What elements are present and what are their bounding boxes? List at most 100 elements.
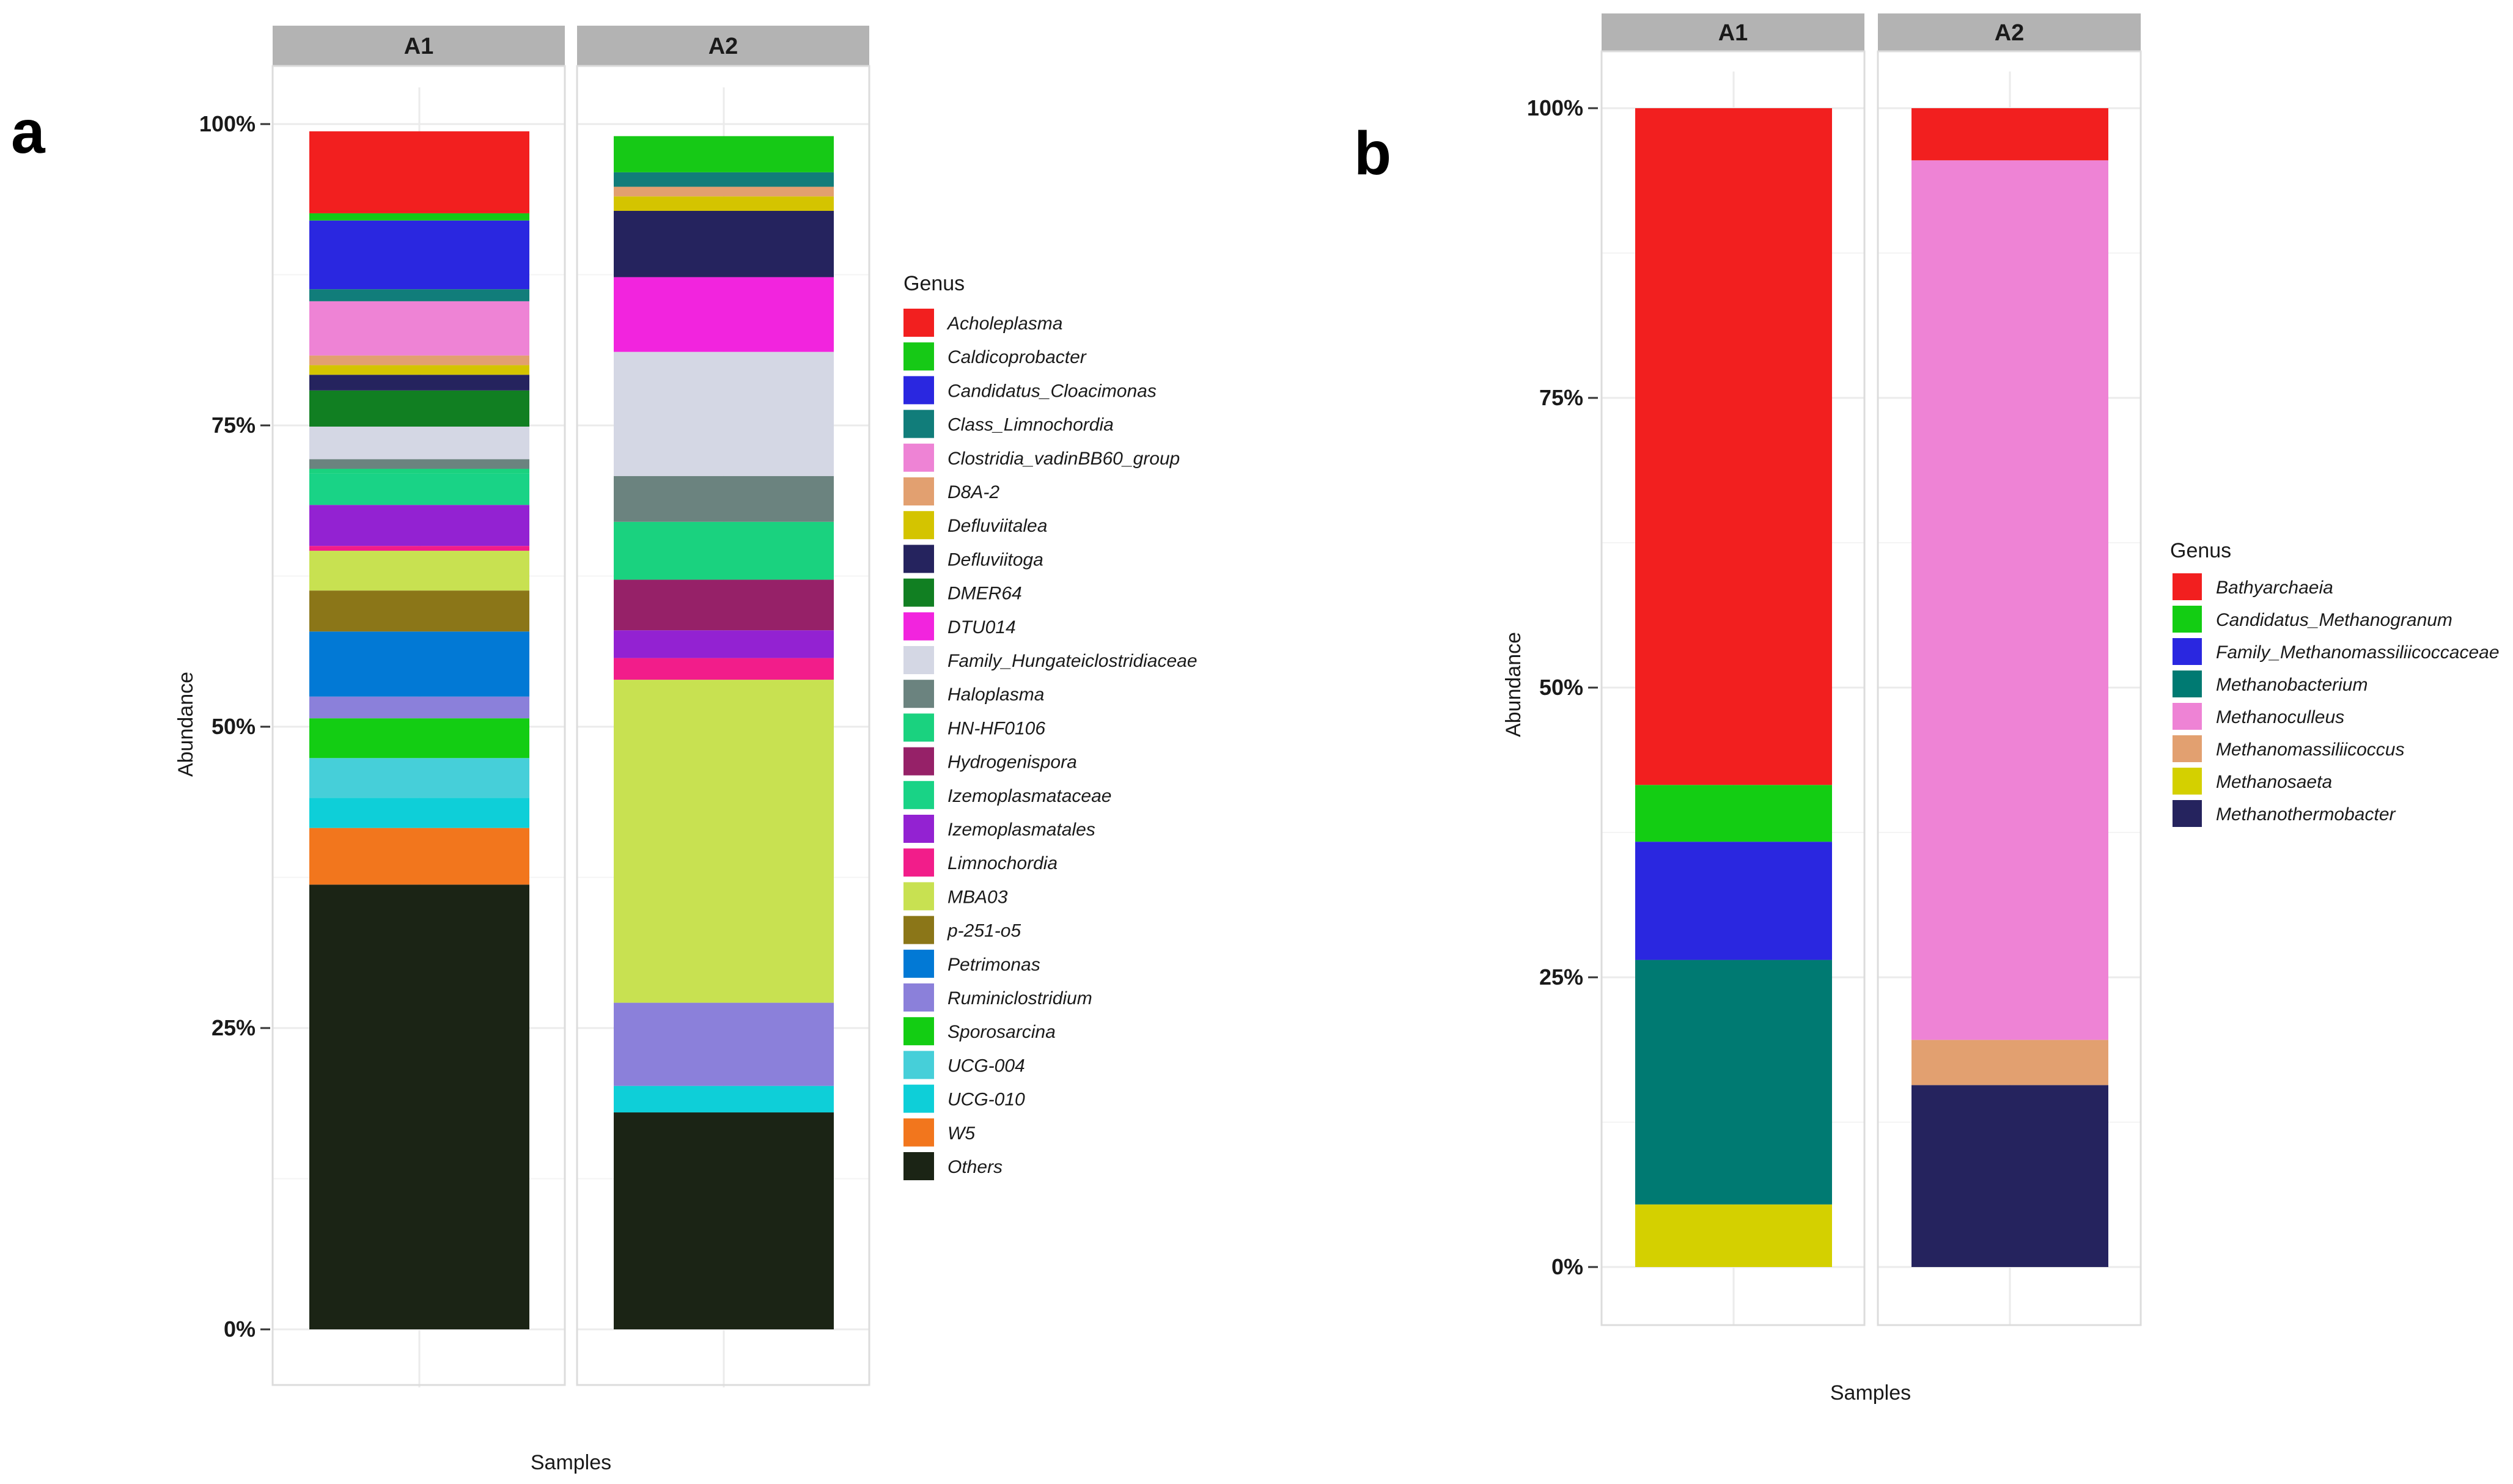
legend-label-ucg-010: UCG-010 xyxy=(947,1090,1025,1110)
bar-segment-a2-hn-hf0106 xyxy=(614,521,834,580)
legend-label-ucg-004: UCG-004 xyxy=(947,1056,1025,1076)
legend-swatch-petrimonas xyxy=(903,949,934,978)
legend-label-izemoplasmatales: Izemoplasmatales xyxy=(947,820,1095,840)
legend-label-petrimonas: Petrimonas xyxy=(947,955,1040,975)
legend-label-defluviitoga: Defluviitoga xyxy=(947,549,1043,570)
legend-swatch-clostridia-vadinbb60-group xyxy=(903,443,934,472)
panel-b-x-axis-title: Samples xyxy=(1830,1381,1911,1405)
facet-b-a1-frame xyxy=(1600,50,1866,1326)
legend-swatch-hydrogenispora xyxy=(903,747,934,776)
bar-segment-a1-methanobacterium xyxy=(1635,960,1832,1205)
bar-segment-a2-others xyxy=(614,1112,834,1329)
y-tick-label: 100% xyxy=(1527,95,1583,120)
bar-segment-a1-candidatus-cloacimonas xyxy=(309,220,529,290)
facet-a2-frame xyxy=(576,65,870,1386)
bar-segment-a1-ucg-010 xyxy=(309,798,529,828)
bar-segment-a2-limnochordia xyxy=(614,658,834,680)
legend-label-dtu014: DTU014 xyxy=(947,617,1016,637)
legend-swatch-family-hungateiclostridiaceae xyxy=(903,646,934,674)
strip-a1-background xyxy=(273,26,565,66)
bar-segment-a1-class-limnochordia xyxy=(309,289,529,301)
legend-swatch-ucg-004 xyxy=(903,1051,934,1079)
legend-label-clostridia-vadinbb60-group: Clostridia_vadinBB60_group xyxy=(947,449,1180,469)
panel-a: a A1 A2 0% 25% 50% 75% 100% Abundance Sample… xyxy=(11,26,1198,1474)
legend-swatch-class-limnochordia xyxy=(903,410,934,438)
legend-label-bathyarchaeia: Bathyarchaeia xyxy=(2216,578,2333,598)
bar-segment-a1-dmer64 xyxy=(309,390,529,427)
legend-label-methanosaeta: Methanosaeta xyxy=(2216,772,2332,792)
y-tick-label: 75% xyxy=(212,413,256,438)
y-tick-label: 0% xyxy=(1551,1254,1583,1279)
legend-swatch-caldicoprobacter xyxy=(903,342,934,371)
y-tick-label: 0% xyxy=(224,1317,256,1342)
bar-segment-a2-dtu014 xyxy=(614,277,834,352)
legend-swatch-defluviitalea xyxy=(903,511,934,540)
legend-swatch-w5 xyxy=(903,1118,934,1147)
legend-swatch-d8a-2 xyxy=(903,477,934,505)
bar-segment-a2-bathyarchaeia xyxy=(1911,108,2108,161)
legend-swatch-methanoculleus xyxy=(2173,703,2202,730)
legend-label-methanoculleus: Methanoculleus xyxy=(2216,707,2344,727)
legend-swatch-acholeplasma xyxy=(903,309,934,337)
y-tick-label: 50% xyxy=(212,714,256,739)
strip-a2-background xyxy=(577,26,869,66)
legend-label-methanobacterium: Methanobacterium xyxy=(2216,675,2368,695)
bar-segment-a1-candidatus-methanogranum xyxy=(1635,785,1832,842)
legend-label-methanothermobacter: Methanothermobacter xyxy=(2216,804,2396,825)
legend-label-limnochordia: Limnochordia xyxy=(947,853,1058,873)
legend-swatch-ucg-010 xyxy=(903,1084,934,1113)
bar-segment-a2-methanoculleus xyxy=(1911,160,2108,1040)
strip-b-a2-label: A2 xyxy=(1995,20,2025,46)
legend-swatch-ruminiclostridium xyxy=(903,983,934,1012)
legend-swatch-izemoplasmatales xyxy=(903,815,934,843)
bar-segment-a1-izemoplasmatales xyxy=(309,505,529,546)
panel-a-x-axis-title: Samples xyxy=(531,1451,611,1474)
panel-a-facet-strips: A1 A2 xyxy=(273,26,869,66)
bar-segment-a2-class-limnochordia xyxy=(614,172,834,187)
panel-a-letter: a xyxy=(11,98,46,166)
bar-segment-a2-ruminiclostridium xyxy=(614,1002,834,1086)
bar-segment-a1-d8a-2 xyxy=(309,355,529,365)
legend-label-candidatus-methanogranum: Candidatus_Methanogranum xyxy=(2216,610,2452,630)
bar-segment-a1-clostridia-vadinbb60-group xyxy=(309,301,529,356)
bar-segment-a1-sporosarcina xyxy=(309,718,529,759)
legend-swatch-dmer64 xyxy=(903,578,934,607)
bar-segment-a1-defluviitalea xyxy=(309,365,529,375)
legend-label-sporosarcina: Sporosarcina xyxy=(947,1022,1056,1042)
legend-label-p-251-o5: p-251-o5 xyxy=(947,921,1021,941)
panel-b-bars xyxy=(1635,108,2108,1267)
legend-label-izemoplasmataceae: Izemoplasmataceae xyxy=(947,786,1111,806)
bar-segment-a1-caldicoprobacter xyxy=(309,213,529,221)
legend-swatch-limnochordia xyxy=(903,848,934,877)
legend-label-acholeplasma: Acholeplasma xyxy=(946,314,1062,334)
bar-segment-a2-defluviitoga xyxy=(614,210,834,277)
y-tick-label: 25% xyxy=(212,1015,256,1040)
panel-a-legend-title: Genus xyxy=(903,272,965,295)
legend-swatch-defluviitoga xyxy=(903,545,934,573)
legend-label-dmer64: DMER64 xyxy=(947,584,1022,604)
legend-label-class-limnochordia: Class_Limnochordia xyxy=(947,415,1114,435)
bar-segment-a2-mba03 xyxy=(614,680,834,1003)
bar-segment-a2-methanomassiliicoccus xyxy=(1911,1040,2108,1085)
panel-b: b A1 A2 0% 25% 50% 75% 100% Abundance Sample… xyxy=(1354,13,2500,1405)
legend-label-hydrogenispora: Hydrogenispora xyxy=(947,752,1077,773)
facet-b-a2-frame xyxy=(1877,50,2142,1326)
legend-swatch-mba03 xyxy=(903,882,934,911)
bar-segment-a1-hn-hf0106 xyxy=(309,468,529,474)
strip-a2-label: A2 xyxy=(708,34,738,59)
bar-segment-a2-haloplasma xyxy=(614,476,834,522)
y-tick-label: 50% xyxy=(1539,675,1583,700)
legend-swatch-family-methanomassiliicoccaceae xyxy=(2173,638,2202,665)
legend-swatch-bathyarchaeia xyxy=(2173,573,2202,600)
legend-swatch-candidatus-methanogranum xyxy=(2173,606,2202,633)
y-tick-label: 100% xyxy=(199,111,256,136)
bar-segment-a1-ucg-004 xyxy=(309,758,529,798)
panel-a-y-axis-title: Abundance xyxy=(174,672,197,777)
panel-a-y-ticks: 0% 25% 50% 75% 100% xyxy=(199,111,270,1342)
y-tick-label: 75% xyxy=(1539,385,1583,410)
y-tick-label: 25% xyxy=(1539,964,1583,990)
bar-segment-a1-defluviitoga xyxy=(309,375,529,391)
legend-swatch-haloplasma xyxy=(903,680,934,708)
bar-segment-a1-bathyarchaeia xyxy=(1635,108,1832,785)
panel-a-bars xyxy=(309,131,834,1329)
